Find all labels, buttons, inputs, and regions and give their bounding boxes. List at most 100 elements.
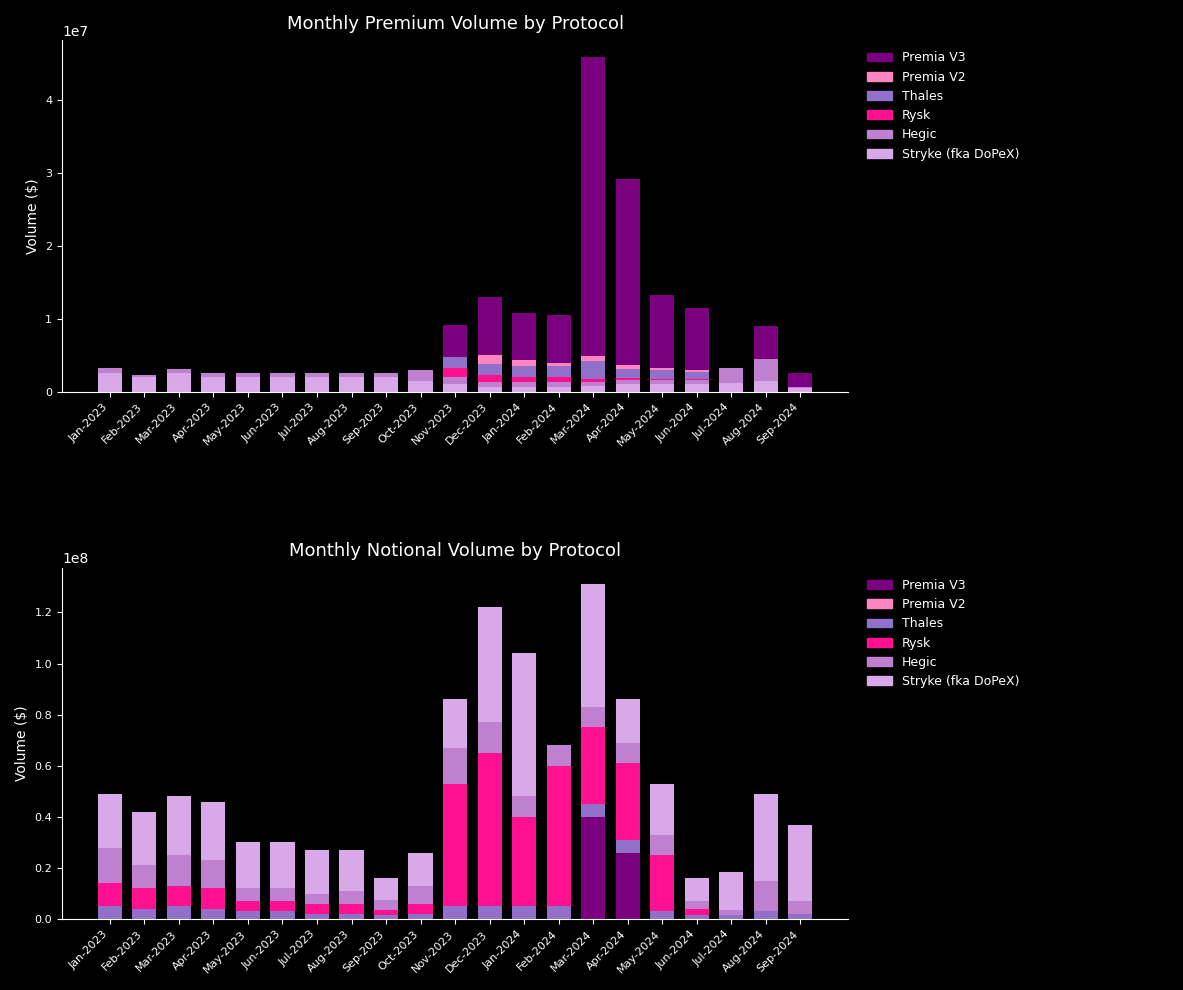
Bar <box>235 901 260 912</box>
Bar <box>754 359 778 381</box>
Bar <box>478 297 502 355</box>
Bar <box>651 855 674 912</box>
Bar <box>651 295 674 367</box>
Bar <box>98 883 122 907</box>
Bar <box>98 794 122 847</box>
Bar <box>408 904 433 914</box>
Bar <box>651 835 674 855</box>
Bar <box>340 914 363 919</box>
Bar <box>132 375 156 377</box>
Bar <box>478 387 502 392</box>
Bar <box>374 377 399 392</box>
Bar <box>685 371 709 379</box>
Title: Monthly Notional Volume by Protocol: Monthly Notional Volume by Protocol <box>289 543 621 560</box>
Bar <box>615 369 640 378</box>
Bar <box>271 912 295 919</box>
Bar <box>478 907 502 919</box>
Bar <box>581 707 606 728</box>
Bar <box>235 373 260 377</box>
Bar <box>132 377 156 392</box>
Bar <box>615 179 640 365</box>
Bar <box>581 356 606 361</box>
Bar <box>685 909 709 916</box>
Bar <box>442 357 467 368</box>
Bar <box>201 802 226 860</box>
Bar <box>547 745 570 765</box>
Bar <box>132 888 156 909</box>
Bar <box>512 382 536 387</box>
Bar <box>651 380 674 384</box>
Bar <box>271 377 295 392</box>
Y-axis label: Volume ($): Volume ($) <box>15 706 30 781</box>
Bar <box>651 784 674 835</box>
Bar <box>615 699 640 742</box>
Bar <box>615 378 640 380</box>
Bar <box>235 377 260 392</box>
Bar <box>132 812 156 865</box>
Bar <box>754 881 778 912</box>
Bar <box>98 373 122 392</box>
Bar <box>442 384 467 392</box>
Bar <box>512 360 536 366</box>
Bar <box>167 373 190 392</box>
Bar <box>615 840 640 852</box>
Bar <box>547 377 570 382</box>
Bar <box>719 872 743 910</box>
Bar <box>685 384 709 392</box>
Bar <box>374 900 399 910</box>
Bar <box>512 796 536 817</box>
Bar <box>512 907 536 919</box>
Bar <box>340 373 363 377</box>
Bar <box>478 753 502 907</box>
Bar <box>651 378 674 380</box>
Bar <box>408 370 433 381</box>
Bar <box>442 784 467 907</box>
Legend: Premia V3, Premia V2, Thales, Rysk, Hegic, Stryke (fka DoPeX): Premia V3, Premia V2, Thales, Rysk, Hegi… <box>862 47 1024 165</box>
Bar <box>719 910 743 916</box>
Bar <box>685 379 709 380</box>
Bar <box>581 584 606 707</box>
Bar <box>305 904 329 914</box>
Bar <box>442 747 467 784</box>
Bar <box>581 804 606 817</box>
Bar <box>478 375 502 382</box>
Bar <box>442 377 467 384</box>
Bar <box>408 852 433 886</box>
Bar <box>754 912 778 919</box>
Bar <box>581 379 606 381</box>
Bar <box>754 326 778 359</box>
Bar <box>581 381 606 386</box>
Bar <box>167 855 190 886</box>
Bar <box>615 380 640 384</box>
Bar <box>478 607 502 723</box>
Bar <box>340 891 363 904</box>
Bar <box>478 382 502 387</box>
Bar <box>615 384 640 392</box>
Bar <box>442 699 467 747</box>
Bar <box>651 384 674 392</box>
Bar <box>512 387 536 392</box>
Bar <box>788 388 813 392</box>
Bar <box>271 901 295 912</box>
Bar <box>201 377 226 392</box>
Bar <box>201 860 226 888</box>
Bar <box>581 386 606 392</box>
Bar <box>408 381 433 392</box>
Bar <box>442 907 467 919</box>
Bar <box>788 387 813 388</box>
Bar <box>547 387 570 392</box>
Bar <box>685 916 709 919</box>
Bar <box>305 377 329 392</box>
Bar <box>201 888 226 909</box>
Bar <box>788 901 813 914</box>
Bar <box>305 850 329 894</box>
Bar <box>235 842 260 888</box>
Bar <box>235 912 260 919</box>
Bar <box>340 850 363 891</box>
Bar <box>685 370 709 371</box>
Bar <box>685 901 709 909</box>
Bar <box>615 763 640 840</box>
Bar <box>581 817 606 919</box>
Bar <box>98 907 122 919</box>
Bar <box>615 365 640 369</box>
